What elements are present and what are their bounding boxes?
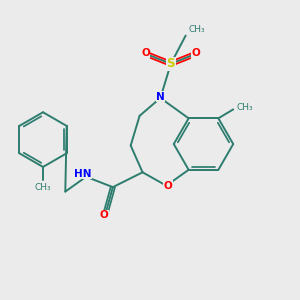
Text: O: O	[100, 210, 108, 220]
Text: CH₃: CH₃	[236, 103, 253, 112]
Text: O: O	[192, 48, 200, 59]
Text: CH₃: CH₃	[35, 183, 51, 192]
Text: N: N	[156, 92, 165, 101]
Text: O: O	[141, 48, 150, 59]
Text: S: S	[167, 57, 175, 70]
Text: O: O	[164, 181, 172, 191]
Text: CH₃: CH₃	[189, 25, 205, 34]
Text: HN: HN	[74, 169, 92, 179]
